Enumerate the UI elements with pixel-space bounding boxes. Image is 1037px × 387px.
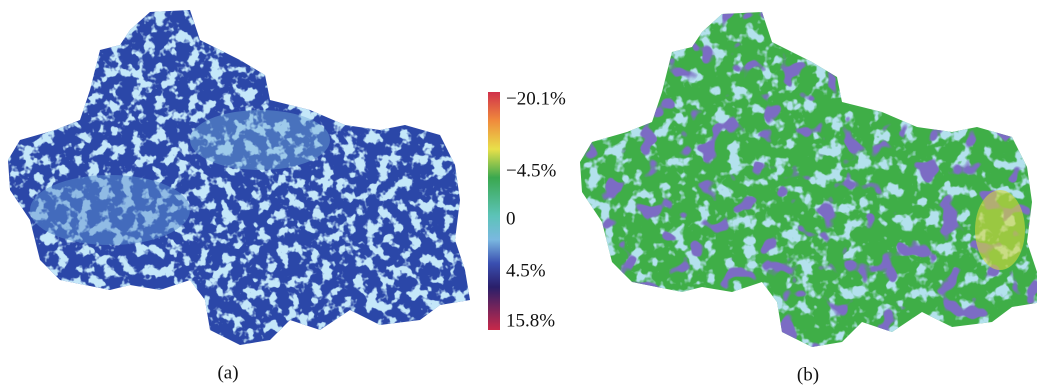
panel-label: (b) xyxy=(797,364,819,385)
colorbar-labels: −20.1% −4.5% 0 4.5% 15.8% xyxy=(506,88,566,331)
colorbar-label: 4.5% xyxy=(506,260,546,281)
colorbar-label: −20.1% xyxy=(506,88,566,109)
map-b xyxy=(570,0,1037,360)
panel-label: (a) xyxy=(217,362,238,383)
colorbar-label: −4.5% xyxy=(506,160,556,181)
colorbar-label: 0 xyxy=(506,208,516,229)
map-a xyxy=(0,0,480,350)
figure: −20.1% −4.5% 0 4.5% 15.8% (a) (b) xyxy=(0,0,1037,387)
colorbar xyxy=(488,92,500,330)
colorbar-label: 15.8% xyxy=(506,310,555,331)
